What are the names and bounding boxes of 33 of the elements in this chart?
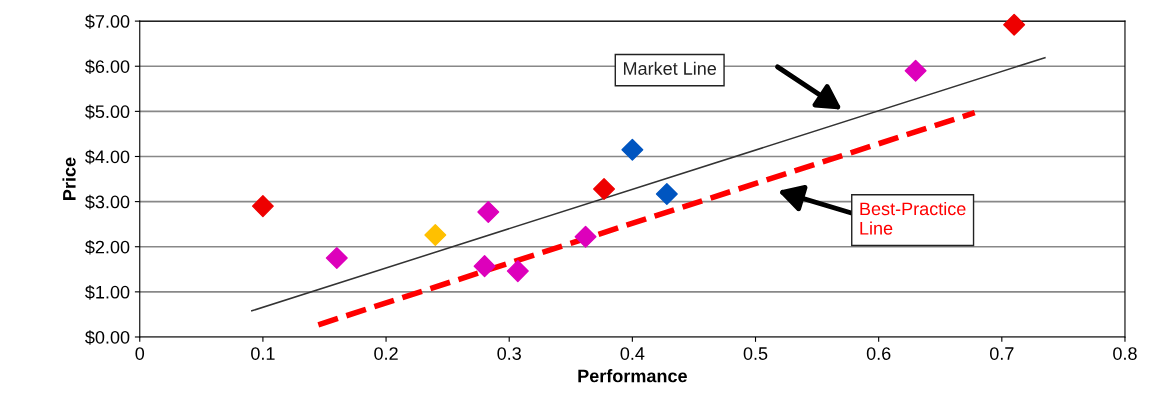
x-tick-label: 0.3 [497,347,521,360]
point [574,225,597,248]
y-tick-label: $2.00 [85,239,130,255]
point [473,255,496,278]
point [506,260,529,283]
point [477,200,500,223]
x-tick-label: 0.4 [620,347,645,360]
x-tick-label: 0.2 [374,347,398,360]
point [655,182,678,205]
y-axis-title: Price [62,157,76,200]
point [593,177,616,200]
y-tick-label: $5.00 [85,104,130,120]
point [325,247,348,270]
point [424,224,447,246]
x-tick-label: 0.7 [989,347,1014,360]
annotation: Market Line [623,61,717,75]
y-tick-label: $1.00 [85,285,130,300]
x-tick-label: 0.1 [251,347,275,360]
point [251,195,274,218]
x-axis-title: Performance [578,369,687,383]
x-tick-label: 0.5 [743,347,768,360]
y-tick-label: $7.00 [85,14,130,29]
x-tick-label: 0.8 [1113,347,1137,360]
point [904,59,927,82]
point [1003,13,1026,36]
x-tick-label: 0 [135,347,145,360]
y-tick-label: $3.00 [85,194,130,210]
y-tick-label: $4.00 [85,149,130,165]
annotation: Best-Practice Line [860,201,966,235]
y-tick-label: $6.00 [85,59,130,75]
x-tick-label: 0.6 [866,347,891,360]
point [621,138,644,161]
y-tick-label: $0.00 [85,330,130,345]
